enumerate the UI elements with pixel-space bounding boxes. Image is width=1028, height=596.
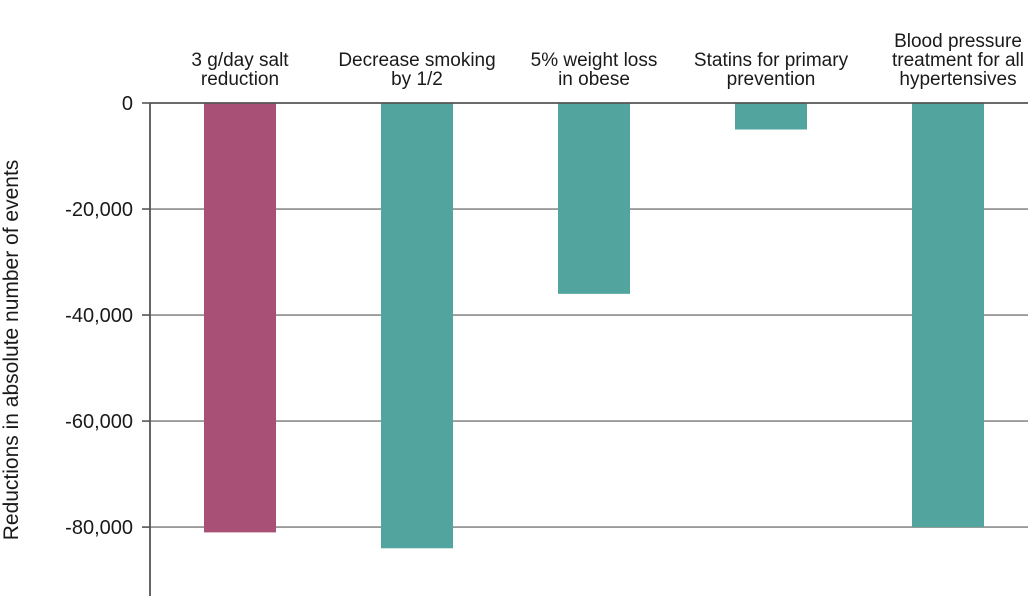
category-label-2: 5% weight loss in obese [531, 50, 658, 90]
axes [142, 102, 1028, 596]
bar-4 [912, 103, 984, 528]
bar-1 [381, 103, 453, 549]
bar-3 [735, 103, 807, 130]
y-tick-label-1: -20,000 [65, 199, 133, 221]
y-tick-labels: 0 -20,000 -40,000 -60,000 -80,000 [65, 93, 133, 539]
category-label-4: Blood pressure treatment for all hypertens… [892, 31, 1024, 90]
category-label-0: 3 g/day salt reduction [191, 50, 289, 90]
y-tick-label-3: -60,000 [65, 411, 133, 433]
bar-0 [204, 103, 276, 533]
y-axis-title: Reductions in absolute number of events [0, 160, 23, 541]
bar-2 [558, 103, 630, 294]
y-tick-label-2: -40,000 [65, 305, 133, 327]
category-label-3: Statins for primary prevention [694, 50, 849, 90]
category-labels: 3 g/day salt reduction Decrease smoking by … [191, 31, 1024, 90]
y-tick-label-0: 0 [122, 93, 133, 115]
y-tick-label-4: -80,000 [65, 517, 133, 539]
bars [204, 103, 984, 549]
category-label-1: Decrease smoking by 1/2 [338, 50, 495, 90]
